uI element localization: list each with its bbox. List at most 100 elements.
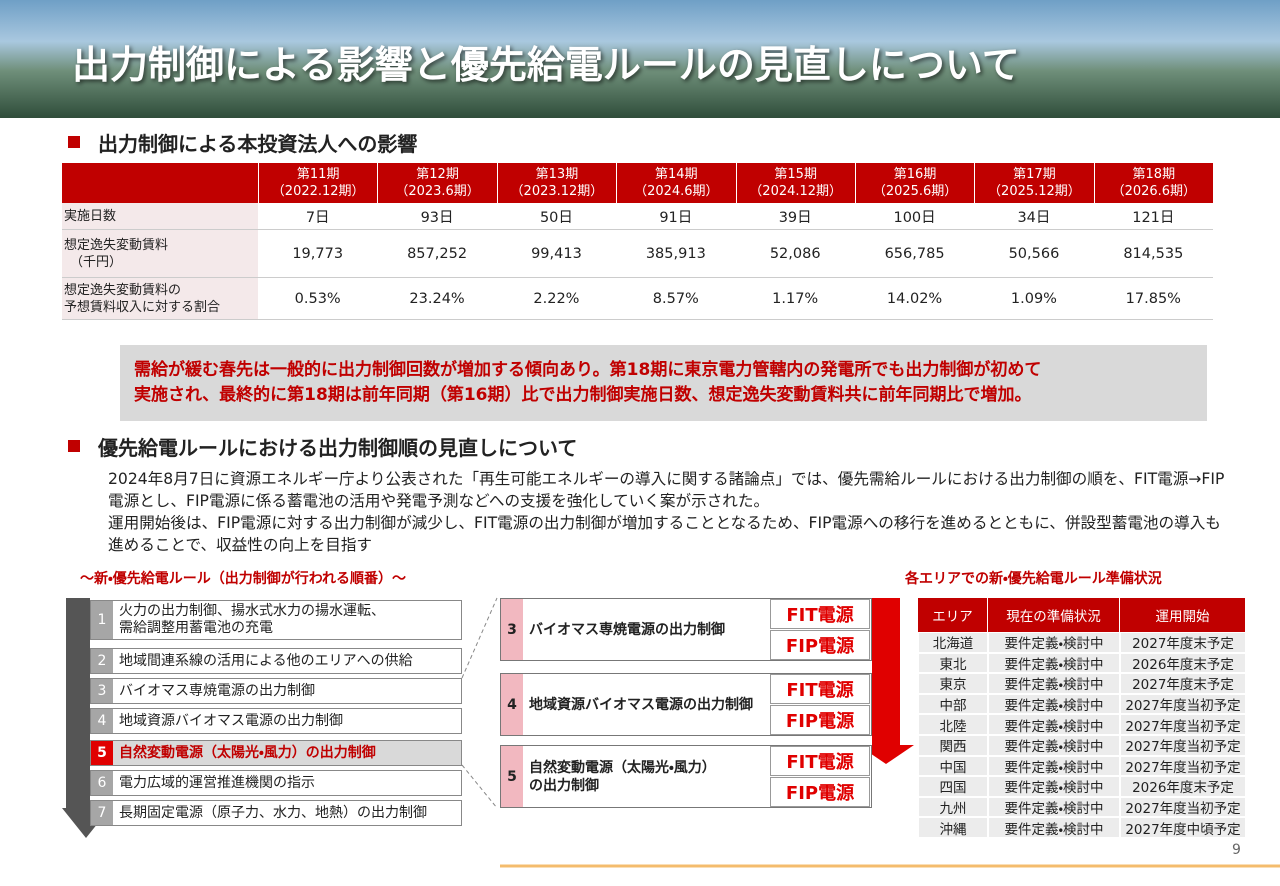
status-cell: 2026年度末予定 <box>1120 652 1246 674</box>
value-cell: 34日 <box>974 203 1094 230</box>
value-cell: 656,785 <box>854 230 975 278</box>
fit-fip-arrow <box>858 598 914 764</box>
status-cell: 要件定義・検討中 <box>988 632 1120 653</box>
text-line: 地域資源バイオマス電源の出力制御 <box>529 696 753 713</box>
value-cell: 19,773 <box>258 230 378 278</box>
value-cell: 1.17% <box>735 278 855 320</box>
detail-text: 地域資源バイオマス電源の出力制御 <box>529 696 753 714</box>
order-item: 4 地域資源バイオマス電源の出力制御 <box>90 708 462 734</box>
period: 第16期 <box>893 167 937 182</box>
value-cell: 814,535 <box>1093 230 1213 278</box>
status-cell: 要件定義・検討中 <box>988 735 1120 756</box>
subtitle: ～新・優先給電ルール（出力制御が行われる順番）～ <box>80 571 407 587</box>
page-title: 出力制御による影響と優先給電ルールの見直しについて <box>72 43 1020 87</box>
term: （2023.6期） <box>395 184 480 199</box>
value-cell: 91日 <box>616 203 736 230</box>
status-cell: 中国 <box>918 755 988 777</box>
term: （2023.12期） <box>510 184 604 199</box>
fip-label: FIP電源 <box>770 777 870 807</box>
period: 第13期 <box>535 167 579 182</box>
order-item: 1 火力の出力制御、揚水式水力の揚水運転、 需給調整用蓄電池の充電 <box>90 600 462 640</box>
value-cell: 857,252 <box>377 230 497 278</box>
status-cell: 要件定義・検討中 <box>988 755 1120 777</box>
text-line: 需給調整用蓄電池の充電 <box>119 620 273 636</box>
order-item: 2 地域間連系線の活用による他のエリアへの供給 <box>90 648 462 674</box>
order-text: 長期固定電源（原子力、水力、地熱）の出力制御 <box>119 805 427 822</box>
text-line: バイオマス専焼電源の出力制御 <box>119 682 315 699</box>
fip-label: FIP電源 <box>770 705 870 735</box>
paragraph: 運用開始後は、FIP電源に対する出力制御が減少し、FIT電源の出力制御が増加する… <box>108 514 1221 554</box>
callout-line: 実施され、最終的に第18期は前年同期（第16期）比で出力制御実施日数、想定逸失変… <box>134 385 1032 405</box>
order-number: 7 <box>91 801 113 825</box>
page-number: 9 <box>1232 842 1241 858</box>
status-cell: 四国 <box>918 776 988 797</box>
column-header: 第15期 （2024.12期） <box>735 163 855 203</box>
status-cell: 北陸 <box>918 714 988 735</box>
text-line: 電力広域的運営推進機関の指示 <box>119 774 315 791</box>
label-line: 予想賃料収入に対する割合 <box>64 299 221 315</box>
bullet <box>68 136 80 148</box>
order-text: バイオマス専焼電源の出力制御 <box>119 683 315 700</box>
label-line: 想定逸失変動賃料の <box>64 282 182 298</box>
row-label: 想定逸失変動賃料の 予想賃料収入に対する割合 <box>62 278 258 320</box>
status-cell: 2027年度当初予定 <box>1120 735 1246 756</box>
status-header: 運用開始 <box>1120 598 1246 632</box>
value-cell: 23.24% <box>377 278 497 320</box>
connector <box>461 597 498 679</box>
period: 第11期 <box>296 167 340 182</box>
order-text: 地域間連系線の活用による他のエリアへの供給 <box>119 653 413 670</box>
fit-label: FIT電源 <box>770 746 870 776</box>
status-cell: 要件定義・検討中 <box>988 652 1120 674</box>
order-number: 2 <box>91 649 113 673</box>
order-item: 6 電力広域的運営推進機関の指示 <box>90 770 462 796</box>
column-header: 第12期 （2023.6期） <box>377 163 496 203</box>
order-text: 地域資源バイオマス電源の出力制御 <box>119 713 343 730</box>
text-line: 地域資源バイオマス電源の出力制御 <box>119 712 343 729</box>
callout-line: 需給が緩む春先は一般的に出力制御回数が増加する傾向あり。第18期に東京電力管轄内… <box>134 360 1042 380</box>
status-cell: 沖縄 <box>918 817 988 838</box>
text-line: の出力制御 <box>529 777 599 794</box>
row-label: 想定逸失変動賃料 （千円） <box>62 230 258 278</box>
value-cell: 8.57% <box>616 278 736 320</box>
text-line: バイオマス専焼電源の出力制御 <box>529 621 725 638</box>
column-header: 第14期 （2024.6期） <box>616 163 735 203</box>
order-text: 電力広域的運営推進機関の指示 <box>119 775 315 792</box>
paragraph: 2024年8月7日に資源エネルギー庁より公表された「再生可能エネルギーの導入に関… <box>108 470 1225 510</box>
status-cell: 2027年度末予定 <box>1120 632 1246 653</box>
fit-label: FIT電源 <box>770 599 870 629</box>
fip-label: FIP電源 <box>770 630 870 660</box>
status-cell: 2027年度当初予定 <box>1120 714 1246 735</box>
column-header: 第11期 （2022.12期） <box>258 163 377 203</box>
status-cell: 要件定義・検討中 <box>988 817 1120 838</box>
column-header: 第17期 （2025.12期） <box>974 163 1093 203</box>
period: 第17期 <box>1013 167 1056 182</box>
value-cell: 7日 <box>258 203 378 230</box>
order-arrow <box>62 598 110 838</box>
value-cell: 385,913 <box>616 230 736 278</box>
callout: 需給が緩む春先は一般的に出力制御回数が増加する傾向あり。第18期に東京電力管轄内… <box>120 345 1207 421</box>
order-number: 4 <box>91 709 113 733</box>
column-header: 第13期 （2023.12期） <box>496 163 616 203</box>
status-cell: 要件定義・検討中 <box>988 693 1120 715</box>
status-cell: 関西 <box>918 735 988 756</box>
text-line: 自然変動電源（太陽光・風力）の出力制御 <box>119 744 376 761</box>
term: （2024.6期） <box>634 184 719 199</box>
status-cell: 中部 <box>918 693 988 715</box>
text-line: 地域間連系線の活用による他のエリアへの供給 <box>119 652 413 669</box>
status-cell: 2027年度中頃予定 <box>1120 817 1246 838</box>
value-cell: 100日 <box>854 203 975 230</box>
value-cell: 93日 <box>377 203 497 230</box>
order-item: 3 バイオマス専焼電源の出力制御 <box>90 678 462 704</box>
order-text: 自然変動電源（太陽光・風力）の出力制御 <box>119 745 376 762</box>
order-item: 5 自然変動電源（太陽光・風力）の出力制御 <box>90 740 462 766</box>
status-cell: 要件定義・検討中 <box>988 796 1120 818</box>
status-cell: 北海道 <box>918 632 988 653</box>
status-cell: 東京 <box>918 673 988 694</box>
status-cell: 2027年度当初予定 <box>1120 755 1246 777</box>
status-cell: 九州 <box>918 796 988 818</box>
header-banner <box>0 0 1280 118</box>
status-cell: 2027年度末予定 <box>1120 673 1246 694</box>
term: （2025.12期） <box>988 184 1081 199</box>
